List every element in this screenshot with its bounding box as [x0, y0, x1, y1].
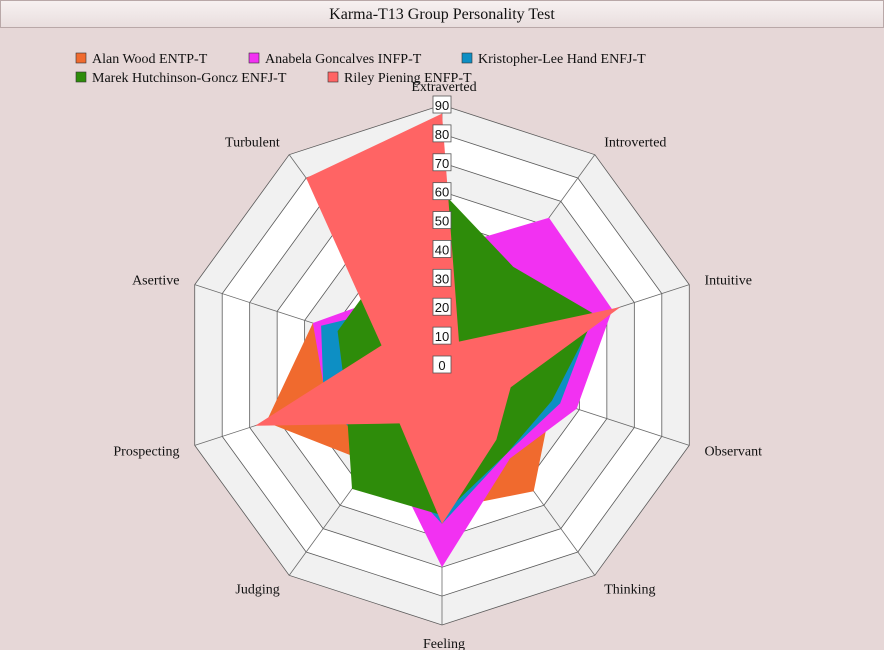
legend-swatch	[248, 52, 260, 64]
axis-label: Turbulent	[225, 136, 280, 151]
tick-label: 90	[435, 98, 449, 113]
legend-label: Anabela Goncalves INFP-T	[265, 52, 422, 67]
axis-label: Intuitive	[704, 274, 751, 289]
axis-label: Thinking	[604, 582, 655, 597]
tick-label: 40	[435, 242, 449, 257]
legend-swatch	[75, 52, 87, 64]
tick-label: 20	[435, 300, 449, 315]
tick-label: 80	[435, 127, 449, 142]
axis-label: Extraverted	[411, 80, 476, 95]
tick-label: 50	[435, 214, 449, 229]
axis-label: Observant	[704, 444, 762, 459]
axis-label: Asertive	[132, 274, 179, 289]
axis-label: Judging	[235, 582, 279, 597]
tick-label-box	[432, 124, 452, 143]
tick-label-box	[432, 297, 452, 316]
tick-label: 10	[435, 329, 449, 344]
tick-label-box	[432, 153, 452, 172]
axis-label: Prospecting	[113, 444, 179, 459]
legend-swatch	[327, 71, 339, 83]
tick-label: 60	[435, 185, 449, 200]
legend-label: Riley Piening ENFP-T	[344, 71, 472, 86]
axis-label: Feeling	[423, 637, 465, 650]
axis-label: Introverted	[604, 136, 666, 151]
legend-label: Alan Wood ENTP-T	[92, 52, 208, 67]
tick-label-box	[432, 240, 452, 258]
tick-label-box	[432, 95, 452, 114]
tick-label-box	[432, 355, 452, 374]
tick-label-box	[432, 326, 452, 345]
tick-label: 0	[438, 358, 445, 373]
series-area	[255, 113, 621, 524]
tick-label: 30	[435, 271, 449, 286]
legend-label: Kristopher-Lee Hand ENFJ-T	[478, 52, 646, 67]
legend-swatch	[75, 71, 87, 83]
tick-label-box	[432, 268, 452, 287]
legend-label: Marek Hutchinson-Goncz ENFJ-T	[92, 71, 287, 86]
chart-title: Karma-T13 Group Personality Test	[0, 0, 884, 28]
tick-label-box	[432, 211, 452, 229]
legend-swatch	[461, 52, 473, 64]
tick-label-box	[432, 182, 452, 201]
tick-label: 70	[435, 156, 449, 171]
